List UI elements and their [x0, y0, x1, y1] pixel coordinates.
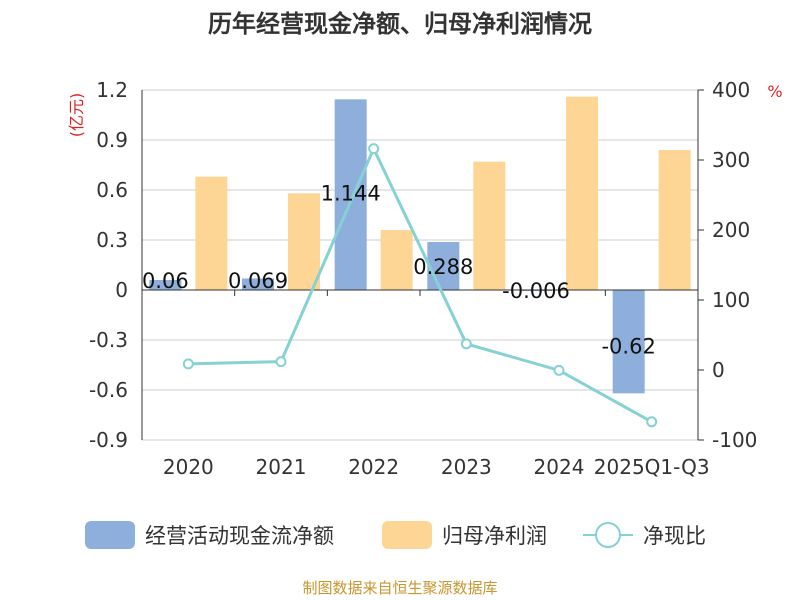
bar-cash-flow — [612, 290, 645, 394]
right-tick-label: 400 — [712, 78, 750, 102]
x-tick-label: 2024 — [534, 455, 585, 479]
left-tick-label: -0.3 — [89, 328, 128, 352]
bar-cash-flow — [242, 278, 274, 290]
right-tick-label: 300 — [712, 148, 750, 172]
data-labels: 0.06 0.069 1.144 0.288 -0.006 -0.62 — [142, 181, 656, 358]
right-tick-label: 100 — [712, 288, 750, 312]
bar-net-profit — [195, 176, 228, 290]
legend-item-ratio[interactable]: 净现比 — [583, 522, 706, 548]
ratio-point — [553, 364, 565, 376]
bar-net-profit — [473, 161, 506, 290]
bar-cash-flow — [149, 280, 182, 290]
legend-label-ratio: 净现比 — [643, 524, 706, 548]
bar-cash-flow — [334, 99, 367, 290]
ratio-point — [646, 416, 658, 428]
right-tick-label: 0 — [712, 358, 725, 382]
left-axis-unit: (亿元) — [67, 93, 86, 138]
ratio-polyline — [188, 145, 653, 424]
right-tick-label: 200 — [712, 218, 750, 242]
legend-item-net-profit[interactable]: 归母净利润 — [382, 521, 547, 549]
legend-swatch-cash-flow — [85, 521, 135, 549]
x-tick-label: 2023 — [441, 455, 492, 479]
bar-net-profit — [288, 193, 320, 290]
x-tick-label: 2020 — [163, 455, 214, 479]
bars — [149, 96, 691, 394]
data-label-cash-flow: 0.069 — [228, 269, 288, 293]
legend-label-net-profit: 归母净利润 — [442, 524, 547, 548]
tick-labels: 1.2 0.9 0.6 0.3 0 -0.3 -0.6 -0.9 400 300 200 100 0 -1… — [89, 78, 757, 479]
legend-swatch-net-profit — [382, 521, 432, 549]
data-label-cash-flow: -0.62 — [601, 334, 655, 358]
right-tick-label: -100 — [712, 428, 757, 452]
data-label-cash-flow: -0.006 — [502, 279, 570, 303]
bar-net-profit — [566, 96, 598, 291]
left-tick-label: 0.3 — [96, 228, 128, 252]
left-tick-label: 0 — [115, 278, 128, 302]
bar-net-profit — [658, 150, 691, 290]
x-tick-label: 2022 — [348, 455, 399, 479]
legend-label-cash-flow: 经营活动现金流净额 — [145, 524, 334, 548]
data-label-cash-flow: 0.288 — [413, 255, 473, 279]
ratio-point — [275, 356, 287, 368]
left-tick-label: 1.2 — [96, 78, 128, 102]
ratio-point — [368, 143, 380, 155]
ratio-line — [182, 143, 658, 428]
left-tick-label: 0.9 — [96, 128, 128, 152]
x-tick-label: 2025Q1-Q3 — [594, 455, 710, 479]
ratio-point — [182, 358, 194, 370]
axes — [141, 89, 704, 441]
data-source: 制图数据来自恒生聚源数据库 — [302, 579, 497, 597]
bar-cash-flow — [427, 242, 460, 290]
x-tick-label: 2021 — [256, 455, 307, 479]
data-label-cash-flow: 1.144 — [321, 181, 381, 205]
right-axis-unit: % — [767, 82, 782, 101]
left-tick-label: -0.9 — [89, 428, 128, 452]
legend: 经营活动现金流净额 归母净利润 净现比 — [85, 521, 706, 549]
chart-title: 历年经营现金净额、归母净利润情况 — [208, 10, 592, 38]
ratio-point — [460, 338, 472, 350]
data-label-cash-flow: 0.06 — [142, 269, 189, 293]
bar-net-profit — [380, 230, 413, 290]
legend-item-cash-flow[interactable]: 经营活动现金流净额 — [85, 521, 334, 549]
legend-marker-ratio — [595, 522, 621, 548]
left-tick-label: -0.6 — [89, 378, 128, 402]
left-tick-label: 0.6 — [96, 178, 128, 202]
